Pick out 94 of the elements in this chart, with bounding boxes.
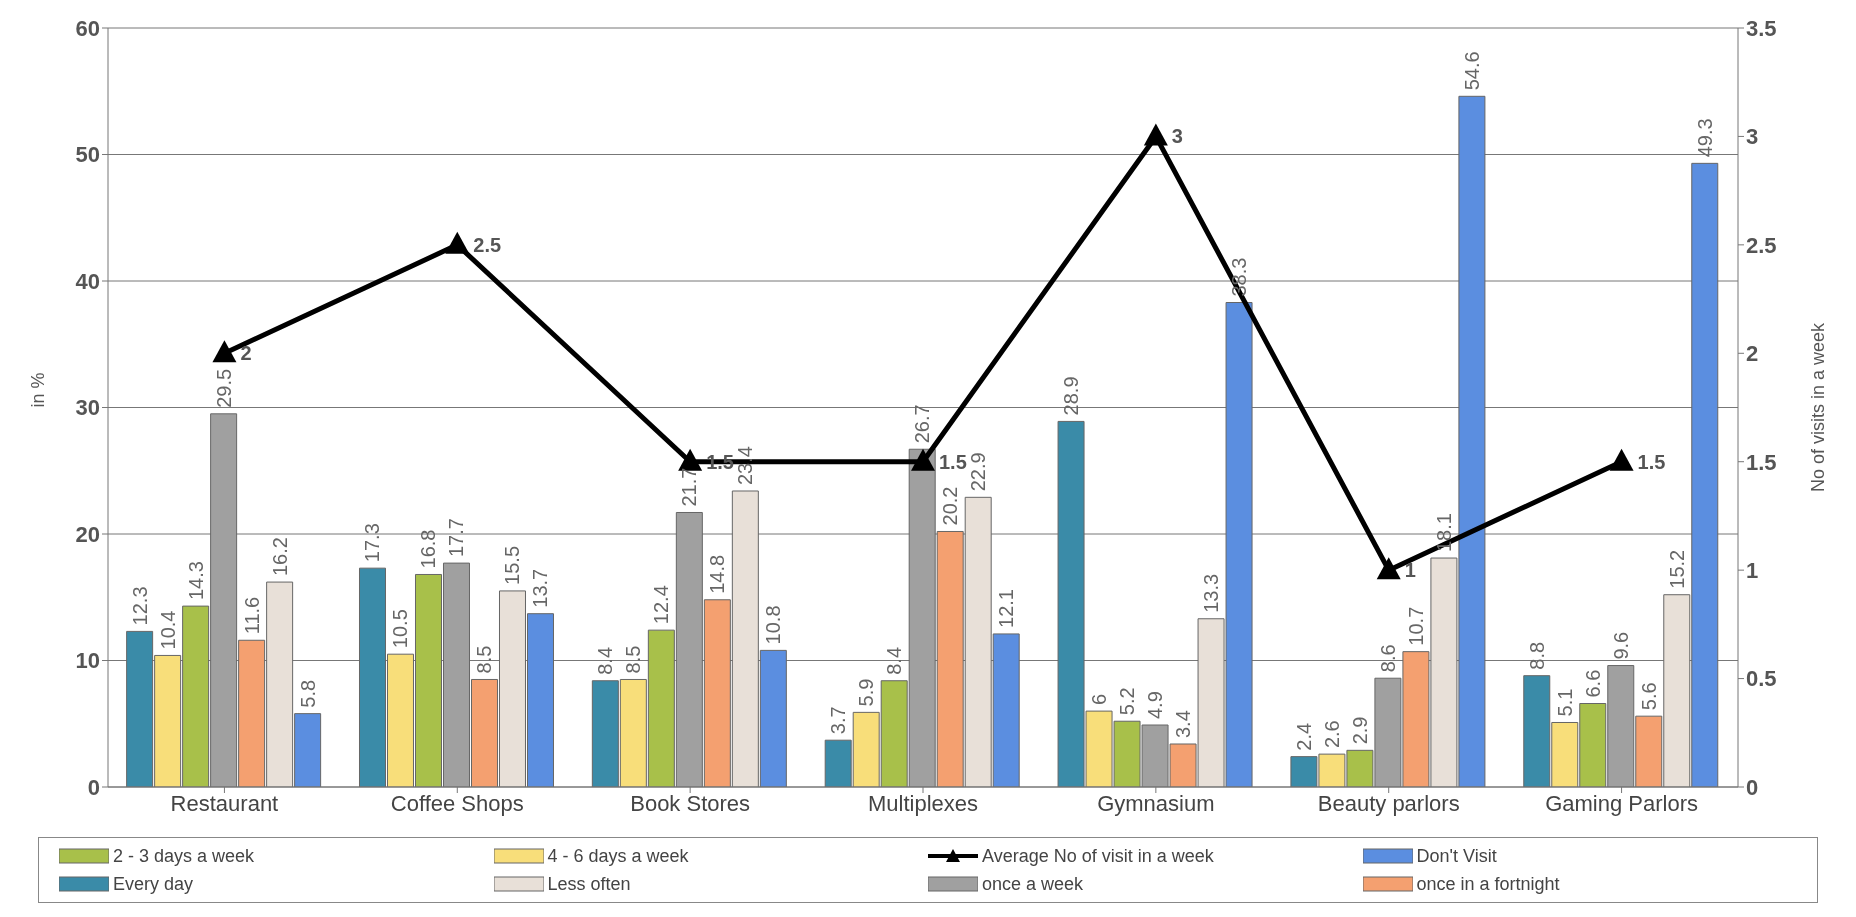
y2-tick-label: 0 [1746, 774, 1759, 800]
data-label: 2.9 [1348, 716, 1371, 745]
y-tick-label: 10 [75, 648, 100, 674]
data-label: 8.8 [1525, 641, 1548, 670]
legend-label: Don't Visit [1416, 845, 1497, 867]
y-tick-label: 30 [75, 395, 100, 421]
data-label: 5.6 [1637, 682, 1660, 711]
data-label: 17.3 [361, 523, 384, 563]
y2-tick-label: 2.5 [1746, 232, 1777, 258]
legend-label: once in a fortnight [1416, 873, 1560, 895]
data-label: 15.2 [1665, 549, 1688, 589]
data-label: 14.3 [184, 561, 207, 601]
point [1143, 123, 1168, 146]
y-tick-label: 40 [75, 268, 100, 294]
data-label: 23.4 [734, 446, 757, 485]
data-label: 1.5 [706, 450, 734, 473]
data-label: 13.3 [1200, 573, 1223, 613]
data-label: 6.6 [1581, 669, 1604, 698]
data-label: 21.7 [678, 467, 701, 507]
data-label: 5.1 [1553, 688, 1576, 717]
data-label: 5.2 [1116, 687, 1139, 716]
y-tick-label: 50 [75, 142, 100, 168]
data-label: 16.2 [268, 537, 291, 577]
point [1609, 448, 1634, 471]
data-label: 10.8 [762, 605, 785, 645]
x-tick-label: Restaurant [170, 790, 279, 816]
point [1376, 557, 1401, 580]
data-label: 8.4 [883, 646, 906, 675]
data-label: 10.4 [156, 610, 179, 650]
data-label: 1.5 [1637, 450, 1666, 473]
y-tick-label: 0 [87, 774, 100, 800]
data-label: 8.5 [622, 645, 645, 674]
data-label: 22.9 [967, 452, 990, 492]
data-label: 2.4 [1292, 722, 1315, 751]
data-label: 28.9 [1060, 376, 1083, 416]
x-tick-label: Gaming Parlors [1545, 790, 1698, 816]
legend-label: Every day [113, 873, 194, 895]
data-label: 5.9 [855, 678, 878, 707]
legend-label: 4 - 6 days a week [547, 845, 689, 867]
data-label: 10.7 [1404, 606, 1427, 646]
y-tick-label: 20 [75, 521, 100, 547]
data-label: 10.5 [389, 609, 412, 649]
data-label: 12.1 [995, 589, 1018, 628]
data-label: 26.7 [911, 404, 934, 444]
y2-tick-label: 3 [1746, 124, 1759, 150]
y2-axis-title: No of visits in a week [1808, 321, 1829, 493]
data-label: 6 [1088, 693, 1111, 706]
x-tick-label: Multiplexes [867, 790, 979, 816]
y2-tick-label: 1 [1746, 557, 1759, 583]
legend-label: once a week [982, 873, 1084, 895]
data-label: 29.5 [212, 368, 235, 408]
data-label: 3.4 [1172, 710, 1195, 738]
legend-label: Less often [547, 873, 631, 895]
data-label: 5.8 [296, 679, 319, 708]
x-tick-label: Gymnasium [1097, 790, 1215, 816]
data-label: 8.5 [473, 645, 496, 674]
data-label: 1 [1404, 559, 1416, 582]
legend-label: 2 - 3 days a week [113, 845, 255, 867]
y2-tick-label: 3.5 [1746, 15, 1777, 41]
data-label: 15.5 [501, 545, 524, 585]
data-label: 12.4 [650, 585, 673, 625]
y2-tick-label: 1.5 [1746, 449, 1777, 475]
point [911, 448, 935, 471]
point [212, 340, 237, 363]
y-axis-title: in % [28, 372, 49, 408]
data-label: 3.7 [827, 706, 850, 735]
data-label: 20.2 [939, 486, 962, 526]
data-label: 13.7 [529, 568, 552, 608]
data-label: 49.3 [1693, 118, 1716, 158]
legend-label: Average No of visit in a week [982, 845, 1214, 867]
data-label: 11.6 [240, 596, 263, 635]
data-label: 14.8 [706, 554, 729, 594]
data-label: 38.3 [1228, 257, 1251, 297]
data-label: 1.5 [939, 450, 967, 473]
data-label: 4.9 [1144, 691, 1167, 720]
data-label: 2 [240, 342, 252, 365]
data-label: 9.6 [1609, 631, 1632, 660]
data-label: 16.8 [417, 529, 440, 569]
data-label: 2.6 [1320, 720, 1343, 749]
data-label: 2.5 [473, 233, 502, 256]
data-label: 17.7 [445, 518, 468, 558]
data-label: 8.4 [594, 646, 617, 675]
x-tick-label: Book Stores [630, 790, 751, 816]
point [445, 231, 470, 254]
y2-tick-label: 2 [1746, 341, 1759, 367]
x-tick-label: Coffee Shops [390, 790, 524, 816]
y-tick-label: 60 [75, 15, 100, 41]
data-label: 18.1 [1432, 513, 1455, 553]
data-label: 3 [1171, 125, 1183, 148]
data-label: 8.6 [1376, 644, 1399, 673]
data-label: 54.6 [1460, 51, 1483, 91]
y2-tick-label: 0.5 [1746, 666, 1777, 692]
x-tick-label: Beauty parlors [1317, 790, 1460, 816]
data-label: 12.3 [128, 586, 151, 626]
